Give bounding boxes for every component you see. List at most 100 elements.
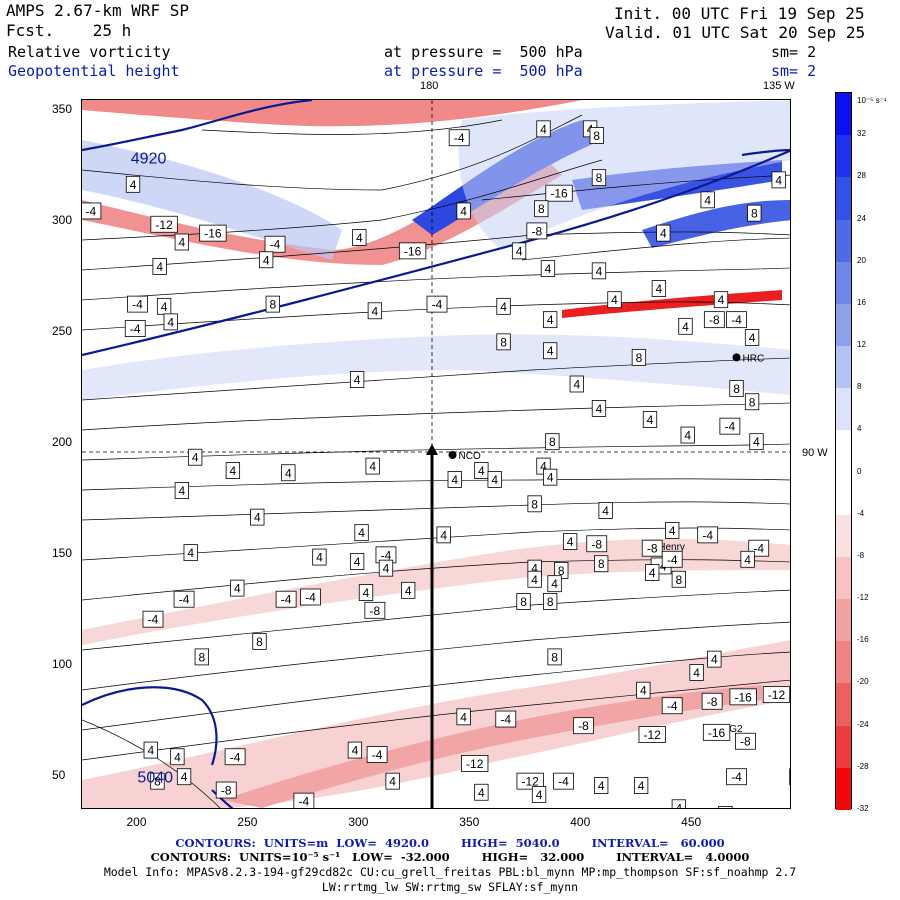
contour-label: -4 xyxy=(124,320,146,337)
contour-label: 4 xyxy=(536,120,551,138)
contour-label-text: 4 xyxy=(181,770,188,784)
field1-level: at pressure = 500 hPa xyxy=(384,43,583,61)
contour-label: -4 xyxy=(726,311,747,329)
contour-label: 4 xyxy=(401,581,416,599)
contour-label: 4 xyxy=(170,748,185,766)
contour-label-text: 4 xyxy=(147,744,154,758)
contour-label: -4 xyxy=(82,202,102,220)
contour-label: 4 xyxy=(651,280,667,297)
contour-label-text: 8 xyxy=(549,435,556,449)
contour-label: 8 xyxy=(543,593,558,610)
contour-label: -4 xyxy=(448,129,470,147)
height-contour-4860 xyxy=(82,100,313,152)
contour-label: 4 xyxy=(740,550,755,568)
contour-label-text: 4 xyxy=(656,282,663,296)
colorbar-label: -16 xyxy=(857,635,869,645)
contour-label: -4 xyxy=(275,590,297,608)
contour-label-text: 4 xyxy=(536,788,543,802)
footer-height-contours: CONTOURS: UNITS=m LOW= 4920.0 HIGH= 5040… xyxy=(175,836,725,850)
contour-label: 4 xyxy=(540,260,556,278)
contour-label: 4 xyxy=(474,462,489,479)
contour-label-text: 4 xyxy=(254,511,261,525)
contour-label-text: -4 xyxy=(86,204,97,218)
contour-label: -4 xyxy=(264,235,286,253)
contour-label: -4 xyxy=(719,417,741,435)
contour-label: -4 xyxy=(697,526,719,544)
contour-label-text: 4 xyxy=(187,546,194,560)
contour-label: 8 xyxy=(265,295,280,313)
contour-label-text: -4 xyxy=(148,613,159,627)
contour-label: -16 xyxy=(729,688,757,706)
contour-label-text: -8 xyxy=(647,542,658,556)
contour-label-text: 4 xyxy=(598,779,605,793)
y-tick-label: 150 xyxy=(52,545,73,560)
contour-label: 4 xyxy=(771,171,786,189)
colorbar-cell xyxy=(836,93,851,136)
contour-label: 4 xyxy=(591,400,607,417)
contour-label: 4 xyxy=(174,233,189,251)
contour-label-text: 8 xyxy=(531,497,538,511)
contour-label-text: -4 xyxy=(667,553,678,567)
contour-label: -8 xyxy=(641,539,663,557)
contour-label: 4 xyxy=(718,806,733,808)
contour-label-text: 8 xyxy=(558,564,565,578)
contour-label-text: 4 xyxy=(478,786,485,800)
contour-label-text: 4 xyxy=(640,684,647,698)
contour-label-text: -12 xyxy=(644,728,662,742)
contour-label-text: -4 xyxy=(132,298,143,312)
contour-label: -8 xyxy=(526,222,548,240)
colorbar-cell xyxy=(836,767,851,811)
contour-label: 4 xyxy=(562,533,578,550)
contour-label: 4 xyxy=(744,329,760,346)
contour-label-text: 4 xyxy=(369,460,376,474)
contour-label: 8 xyxy=(150,772,165,790)
y-tick-label: 250 xyxy=(52,323,73,338)
contour-label-text: -8 xyxy=(370,604,381,618)
footer-model-info-2: LW:rrtmg_lw SW:rrtmg_sw SFLAY:sf_mynn xyxy=(321,880,579,894)
contour-label: 4 xyxy=(156,297,172,315)
contour-label: 8 xyxy=(744,393,760,411)
contour-label: 4 xyxy=(487,471,502,488)
contour-label-text: 8 xyxy=(269,298,276,312)
colorbar-label: 24 xyxy=(857,213,866,223)
contour-label: 4 xyxy=(456,202,471,220)
contour-label-text: 4 xyxy=(161,300,168,314)
contour-label-text: 4 xyxy=(352,744,359,758)
contour-label: 4 xyxy=(594,777,609,794)
contour-label: -8 xyxy=(701,692,723,710)
contour-label-text: 4 xyxy=(516,244,523,258)
station-label: Henry xyxy=(658,542,685,553)
contour-label: 4 xyxy=(176,768,192,786)
contour-label-text: 8 xyxy=(500,335,507,349)
x-tick-label: 400 xyxy=(570,815,591,829)
contour-label: 4 xyxy=(225,462,241,479)
contour-label-text: -8 xyxy=(740,735,751,749)
contour-label: -16 xyxy=(199,224,227,242)
contour-label: 4 xyxy=(749,433,764,451)
contour-label-text: -12 xyxy=(768,688,786,702)
contour-label: 8 xyxy=(547,648,562,666)
colorbar-label: -24 xyxy=(857,719,869,729)
contour-label-text: 4 xyxy=(718,293,725,307)
contour-label: -4 xyxy=(300,588,321,606)
contour-label: 4 xyxy=(347,741,363,759)
contour-label-text: 4 xyxy=(547,344,554,358)
contour-label: -8 xyxy=(364,601,386,619)
contour-label: 4 xyxy=(543,468,558,486)
south-pole-marker xyxy=(426,444,438,455)
contour-label-text: 4 xyxy=(676,801,683,809)
contour-label: 4 xyxy=(547,575,562,593)
contour-label: -16 xyxy=(545,184,573,202)
contour-label: 4 xyxy=(633,777,649,794)
contour-label-text: -4 xyxy=(299,795,310,809)
contour-label: 4 xyxy=(152,258,167,275)
contour-label-text: 8 xyxy=(751,207,758,221)
contour-label-text: 4 xyxy=(531,562,538,576)
colorbar-cell xyxy=(836,725,851,769)
contour-label-text: 8 xyxy=(636,351,643,365)
height-contour-label: 4920 xyxy=(131,151,167,168)
contour-label-text: 4 xyxy=(130,178,137,192)
contour-label: -12 xyxy=(638,726,666,743)
colorbar-cell xyxy=(836,135,851,178)
colorbar-label: 8 xyxy=(857,382,862,392)
